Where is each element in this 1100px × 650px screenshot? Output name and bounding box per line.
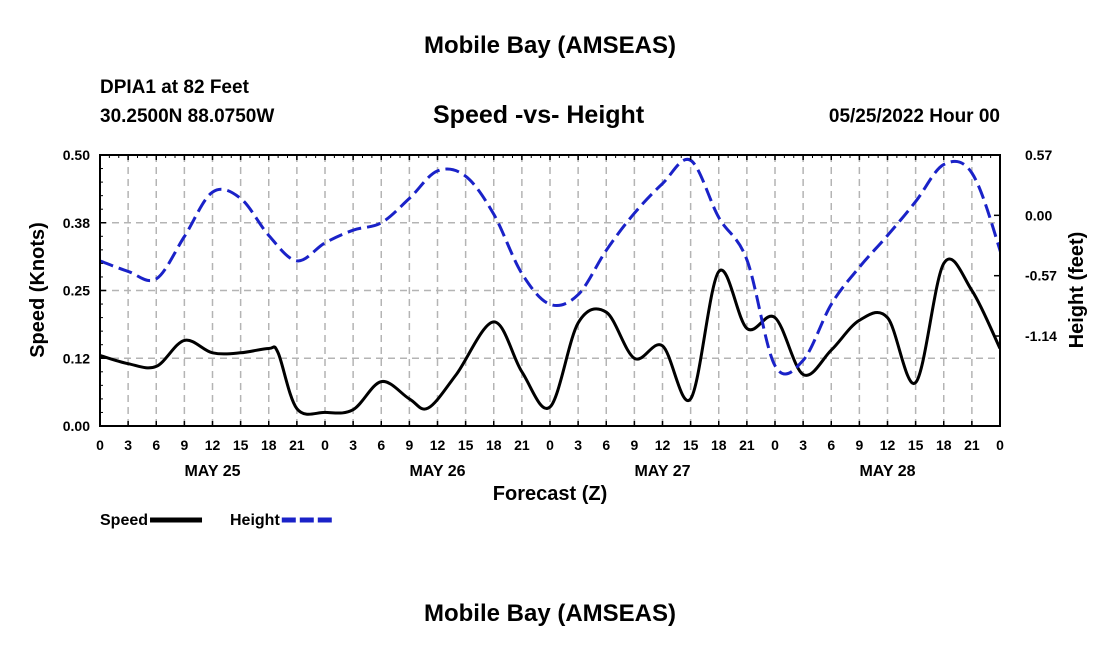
y-tick-label-left: 0.25 <box>63 283 90 299</box>
x-axis-label: Forecast (Z) <box>493 483 607 505</box>
y-tick-label-left: 0.50 <box>63 147 90 163</box>
x-tick-label: 15 <box>908 437 924 453</box>
x-tick-label: 18 <box>711 437 727 453</box>
y-axis-label-right: Height (feet) <box>1066 232 1088 349</box>
x-tick-label: 0 <box>321 437 329 453</box>
forecast-run-time: 05/25/2022 Hour 00 <box>828 106 1000 127</box>
x-tick-label: 12 <box>430 437 446 453</box>
x-tick-label: 3 <box>349 437 357 453</box>
x-tick-label: 12 <box>655 437 671 453</box>
x-tick-label: 21 <box>289 437 305 453</box>
x-tick-label: 21 <box>964 437 980 453</box>
chart-series <box>100 157 1000 416</box>
y-tick-label-left: 0.00 <box>63 418 90 434</box>
x-tick-label: 0 <box>96 437 104 453</box>
chart-axes: 0 3 6 9 12 15 18 21 0 3 6 9 12 15 18 21 0 3 6 9 12 15 18 21 0 3 6 9… <box>63 147 1057 480</box>
chart-legend: Speed Height <box>100 512 334 529</box>
y-axis-label-left: Speed (Knots) <box>27 222 49 358</box>
x-tick-label: 0 <box>546 437 554 453</box>
x-tick-label: 18 <box>936 437 952 453</box>
x-tick-label: 3 <box>799 437 807 453</box>
y-tick-label-right: 0.00 <box>1025 207 1052 223</box>
x-tick-label: 9 <box>855 437 863 453</box>
page-title: Mobile Bay (AMSEAS) <box>423 32 677 59</box>
y-tick-label-right: -1.14 <box>1025 328 1057 344</box>
x-tick-label: 18 <box>486 437 502 453</box>
y-tick-label-left: 0.38 <box>63 215 90 231</box>
x-tick-label: 12 <box>205 437 221 453</box>
day-label: MAY 26 <box>409 463 465 480</box>
series-line-height <box>100 157 1000 376</box>
x-tick-label: 15 <box>233 437 249 453</box>
x-tick-label: 0 <box>771 437 779 453</box>
x-tick-label: 6 <box>377 437 385 453</box>
day-label: MAY 27 <box>634 463 690 480</box>
x-tick-label: 6 <box>827 437 835 453</box>
day-label: MAY 28 <box>859 463 915 480</box>
x-tick-label: 9 <box>405 437 413 453</box>
station-label: DPIA1 at 82 Feet <box>100 77 249 98</box>
x-tick-label: 3 <box>124 437 132 453</box>
x-tick-label: 15 <box>458 437 474 453</box>
x-tick-label: 0 <box>996 437 1004 453</box>
page-title-bottom: Mobile Bay (AMSEAS) <box>423 600 677 627</box>
x-tick-label: 3 <box>574 437 582 453</box>
x-tick-label: 18 <box>261 437 277 453</box>
chart-title: Speed -vs- Height <box>433 101 645 129</box>
x-tick-label: 6 <box>152 437 160 453</box>
x-tick-label: 9 <box>630 437 638 453</box>
x-tick-label: 15 <box>683 437 699 453</box>
legend-label-speed: Speed <box>100 512 148 529</box>
series-line-speed <box>100 257 1000 416</box>
x-tick-label: 21 <box>739 437 755 453</box>
legend-label-height: Height <box>230 512 280 529</box>
x-tick-label: 21 <box>514 437 530 453</box>
y-tick-label-right: 0.57 <box>1025 147 1052 163</box>
x-tick-label: 9 <box>180 437 188 453</box>
x-tick-label: 6 <box>602 437 610 453</box>
x-tick-label: 12 <box>880 437 896 453</box>
y-tick-label-left: 0.12 <box>63 350 90 366</box>
station-coordinates: 30.2500N 88.0750W <box>100 106 275 127</box>
day-label: MAY 25 <box>184 463 240 480</box>
y-tick-label-right: -0.57 <box>1025 268 1057 284</box>
chart-grid <box>100 155 1000 426</box>
